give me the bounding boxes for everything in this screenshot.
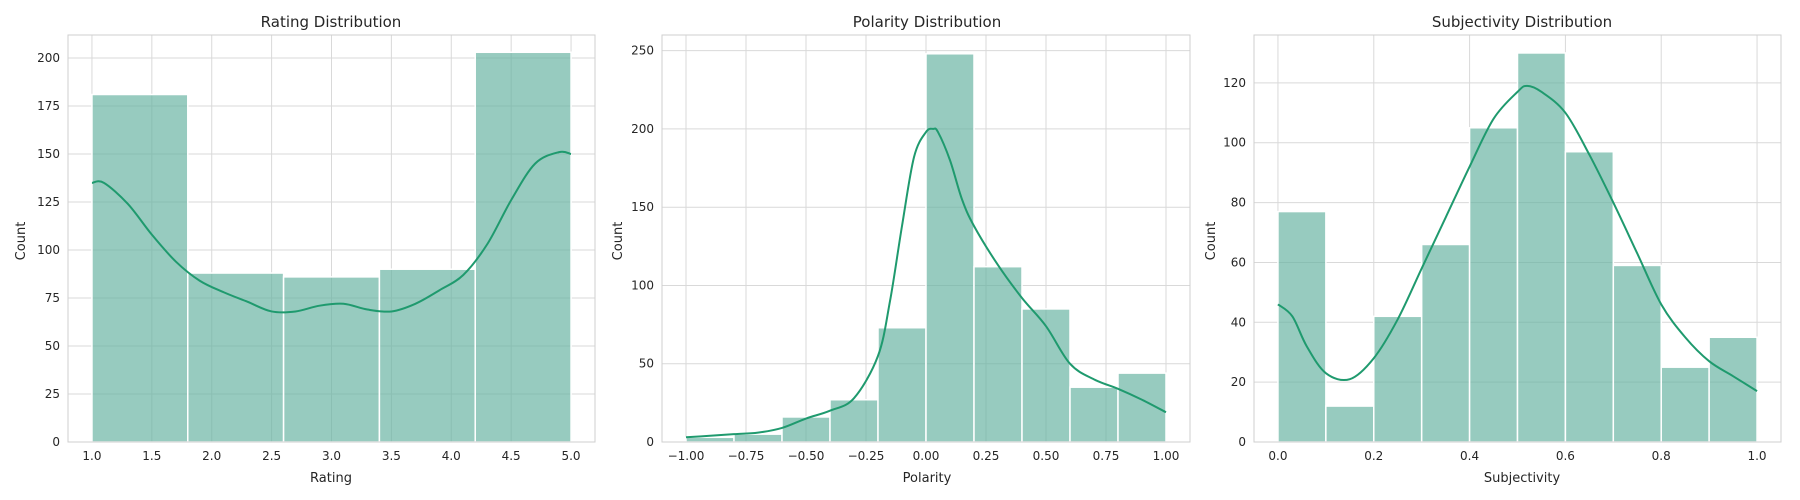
histogram-bar	[925, 53, 975, 443]
chart-polarity: Polarity Distribution Polarity Count −1.…	[611, 13, 1191, 486]
y-tick-label: 175	[37, 99, 60, 113]
plot-frame	[67, 34, 596, 443]
x-tick-label: 0.8	[1652, 449, 1671, 463]
chart-title: Polarity Distribution	[853, 13, 1001, 31]
y-tick-label: 150	[631, 200, 654, 214]
y-tick-label: 200	[37, 51, 60, 65]
histogram-bar	[1660, 366, 1710, 443]
x-tick-label: 1.5	[142, 449, 161, 463]
histogram-bar	[187, 272, 285, 443]
y-axis-label: Count	[1204, 222, 1219, 261]
x-axis-label: Polarity	[903, 471, 952, 486]
y-tick-label: 0	[52, 435, 60, 449]
y-tick-label: 150	[37, 147, 60, 161]
x-tick-label: −0.75	[728, 449, 765, 463]
histogram-bar	[1468, 127, 1519, 443]
histogram-bar	[781, 416, 831, 443]
x-tick-label: 0.0	[1268, 449, 1287, 463]
x-tick-label: 5.0	[561, 449, 580, 463]
chart-title: Rating Distribution	[261, 13, 402, 31]
x-tick-label: 0.75	[1093, 449, 1120, 463]
x-tick-label: 0.4	[1460, 449, 1479, 463]
y-tick-label: 50	[45, 339, 60, 353]
y-tick-label: 100	[37, 243, 60, 257]
histogram-bar	[1516, 52, 1567, 443]
plot-frame	[1253, 34, 1782, 443]
y-tick-label: 0	[1238, 435, 1246, 449]
kde-line	[91, 150, 572, 314]
y-tick-label: 100	[1223, 136, 1246, 150]
y-tick-label: 200	[631, 122, 654, 136]
kde-line	[1277, 84, 1758, 392]
y-tick-label: 20	[1231, 375, 1246, 389]
y-tick-label: 80	[1231, 196, 1246, 210]
histogram-bar	[1564, 150, 1615, 443]
histogram-bar	[1708, 336, 1758, 443]
x-tick-label: 1.0	[1747, 449, 1766, 463]
y-axis-label: Count	[611, 222, 626, 261]
histogram-bar	[973, 265, 1023, 443]
histogram-bar	[378, 268, 476, 443]
histogram-bar	[282, 276, 381, 443]
x-tick-label: 4.5	[502, 449, 521, 463]
chart-subjectivity: Subjectivity Distribution Subjectivity C…	[1204, 13, 1782, 486]
histogram-bar	[1277, 210, 1327, 443]
histogram-bar	[829, 398, 879, 443]
x-tick-label: 1.0	[82, 449, 101, 463]
y-tick-label: 50	[639, 357, 654, 371]
y-tick-label: 40	[1231, 315, 1246, 329]
histogram-bar	[733, 433, 783, 443]
histogram-bar	[1420, 243, 1471, 443]
x-tick-label: 0.25	[973, 449, 1000, 463]
histogram-bar	[1021, 308, 1071, 443]
y-tick-label: 120	[1223, 76, 1246, 90]
histogram-bar	[474, 51, 572, 443]
y-tick-label: 125	[37, 195, 60, 209]
x-tick-label: −1.00	[668, 449, 705, 463]
y-tick-label: 60	[1231, 255, 1246, 269]
histogram-bar	[1373, 315, 1423, 443]
plot-frame	[661, 34, 1191, 443]
x-tick-label: 4.0	[442, 449, 461, 463]
histogram-bar	[1612, 264, 1662, 443]
histogram-bar	[877, 326, 927, 443]
y-tick-label: 0	[646, 435, 654, 449]
x-axis-label: Subjectivity	[1484, 471, 1561, 486]
histogram-bar	[685, 436, 735, 443]
y-tick-label: 250	[631, 44, 654, 58]
x-tick-label: 3.5	[382, 449, 401, 463]
kde-line	[685, 127, 1167, 439]
y-tick-label: 75	[45, 291, 60, 305]
x-tick-label: −0.25	[848, 449, 885, 463]
x-tick-label: 0.00	[913, 449, 940, 463]
x-tick-label: 2.0	[202, 449, 221, 463]
x-tick-label: 3.0	[322, 449, 341, 463]
x-tick-label: 0.2	[1364, 449, 1383, 463]
chart-rating: Rating Distribution Rating Count 1.0 1.5 2…	[14, 13, 596, 486]
y-tick-label: 100	[631, 278, 654, 292]
x-tick-label: 2.5	[262, 449, 281, 463]
y-tick-label: 25	[45, 387, 60, 401]
x-tick-label: 0.50	[1033, 449, 1060, 463]
histogram-bar	[1069, 386, 1119, 443]
chart-title: Subjectivity Distribution	[1432, 13, 1612, 31]
x-tick-label: 0.6	[1556, 449, 1575, 463]
x-tick-label: 1.00	[1153, 449, 1180, 463]
x-tick-label: −0.50	[788, 449, 825, 463]
histogram-bar	[1325, 405, 1375, 443]
y-axis-label: Count	[14, 222, 29, 261]
x-axis-label: Rating	[310, 471, 352, 486]
histogram-bar	[91, 93, 189, 443]
